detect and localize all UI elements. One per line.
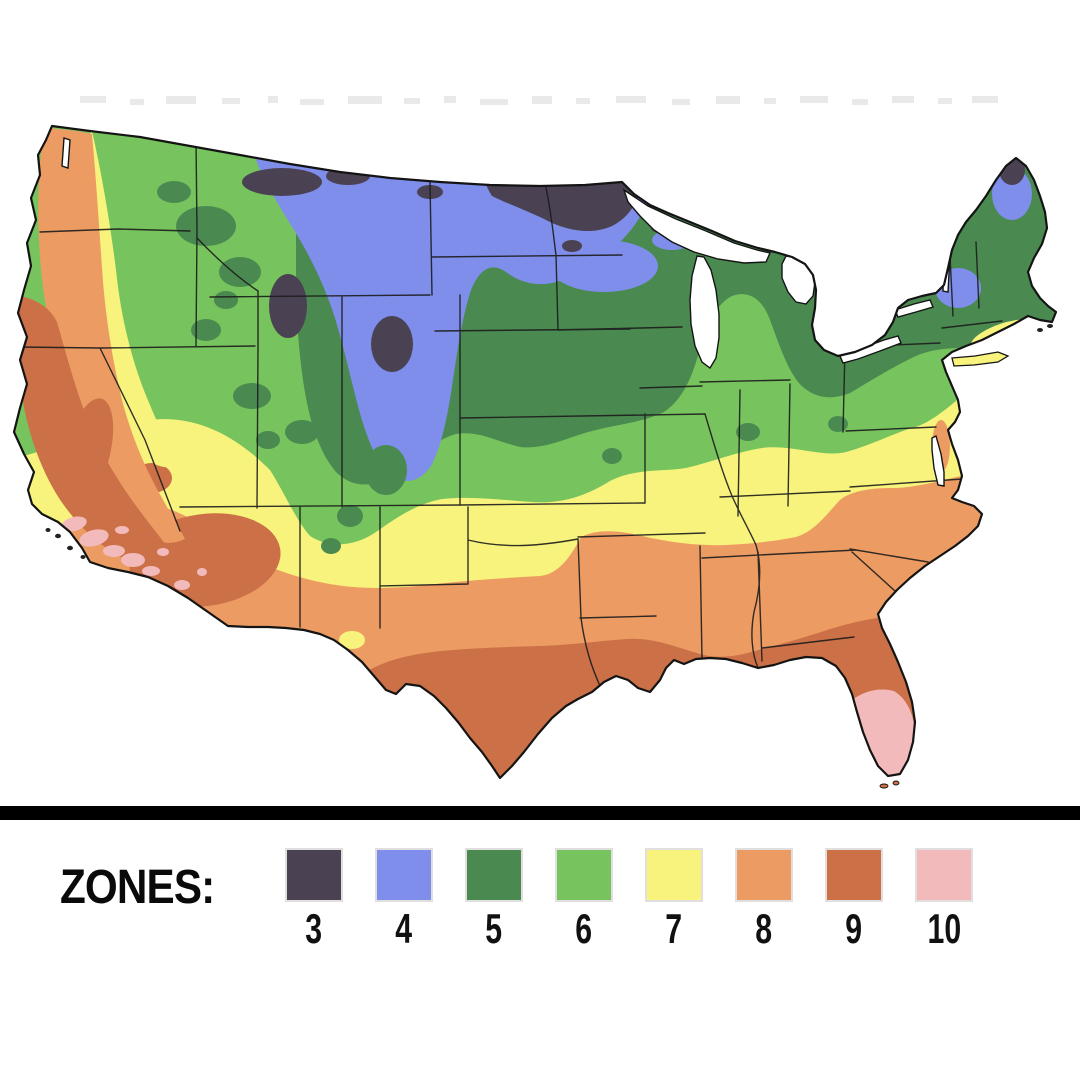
zone-8-label: 8 <box>755 905 773 952</box>
legend: ZONES: 3 4 5 6 7 <box>0 846 1080 966</box>
zone-4-label: 4 <box>395 905 413 952</box>
zone-3-label: 3 <box>305 905 323 952</box>
zone-9-label: 9 <box>845 905 863 952</box>
faded-header-artifacts <box>80 96 998 105</box>
zone-7-label: 7 <box>665 905 683 952</box>
west-coast-orange-strip <box>38 128 185 543</box>
zone-7-swatch <box>645 848 703 902</box>
zone-5-patches <box>157 181 848 554</box>
legend-items: 3 4 5 6 7 8 <box>285 848 973 950</box>
legend-item-zone-10: 10 <box>915 848 973 950</box>
chesapeake-bay <box>931 434 945 487</box>
legend-item-zone-9: 9 <box>825 848 883 950</box>
long-island <box>951 351 1010 367</box>
legend-item-zone-4: 4 <box>375 848 433 950</box>
channel-islands <box>45 324 1053 559</box>
zone-6-swatch <box>555 848 613 902</box>
lake-superior <box>622 188 771 264</box>
zone-8-swatch <box>735 848 793 902</box>
legend-title: ZONES: <box>60 861 215 914</box>
california-terracotta-strip <box>17 296 179 567</box>
puget-sound <box>61 137 71 169</box>
zone-9-swatch <box>825 848 883 902</box>
zone-3-swatch <box>285 848 343 902</box>
zone-regions <box>14 126 1056 778</box>
legend-item-zone-5: 5 <box>465 848 523 950</box>
divider-bar <box>0 806 1080 820</box>
us-outline <box>12 124 1058 780</box>
legend-item-zone-3: 3 <box>285 848 343 950</box>
legend-item-zone-8: 8 <box>735 848 793 950</box>
zone-10-label: 10 <box>927 905 961 952</box>
lake-michigan <box>689 255 720 370</box>
legend-item-zone-6: 6 <box>555 848 613 950</box>
lake-ontario <box>894 299 934 318</box>
florida-keys <box>879 780 900 789</box>
zone-5-swatch <box>465 848 523 902</box>
zone-5-label: 5 <box>485 905 503 952</box>
zone-7-west-texas-patch <box>339 631 365 649</box>
zone-6-label: 6 <box>575 905 593 952</box>
zone-4-swatch <box>375 848 433 902</box>
legend-item-zone-7: 7 <box>645 848 703 950</box>
zone-10-swatch <box>915 848 973 902</box>
